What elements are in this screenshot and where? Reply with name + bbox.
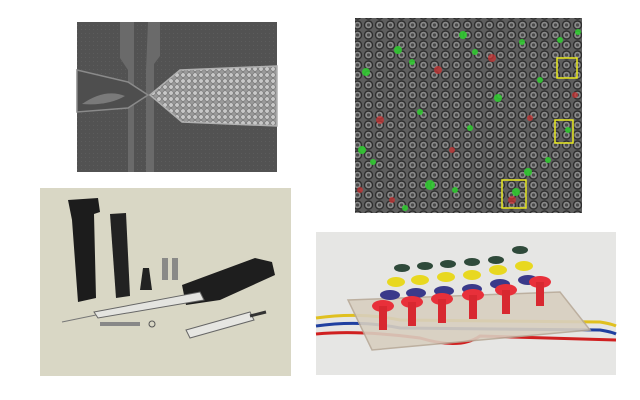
photo-syringe-parts	[40, 188, 291, 376]
needle	[61, 314, 97, 323]
housing-part	[110, 213, 130, 298]
nozzle	[140, 268, 152, 290]
green-cells	[358, 29, 581, 211]
red-cells	[357, 54, 578, 204]
droplet-channel	[148, 65, 278, 127]
rod	[100, 322, 140, 326]
valve-buttons	[372, 246, 551, 330]
pump-body	[182, 258, 275, 305]
washer	[148, 320, 156, 328]
syringe	[93, 291, 205, 319]
highlight-boxes	[501, 57, 578, 209]
syringe	[185, 311, 255, 339]
photo-background	[355, 18, 582, 213]
channel-wall	[120, 22, 134, 172]
photo-valve-board	[315, 232, 617, 375]
photo-cell-array	[355, 18, 582, 213]
photo-microfluidic	[76, 22, 278, 172]
housing-part	[68, 198, 100, 302]
plunger	[249, 310, 267, 318]
spring	[162, 258, 168, 280]
oil-front	[82, 93, 125, 105]
spring	[172, 258, 178, 280]
